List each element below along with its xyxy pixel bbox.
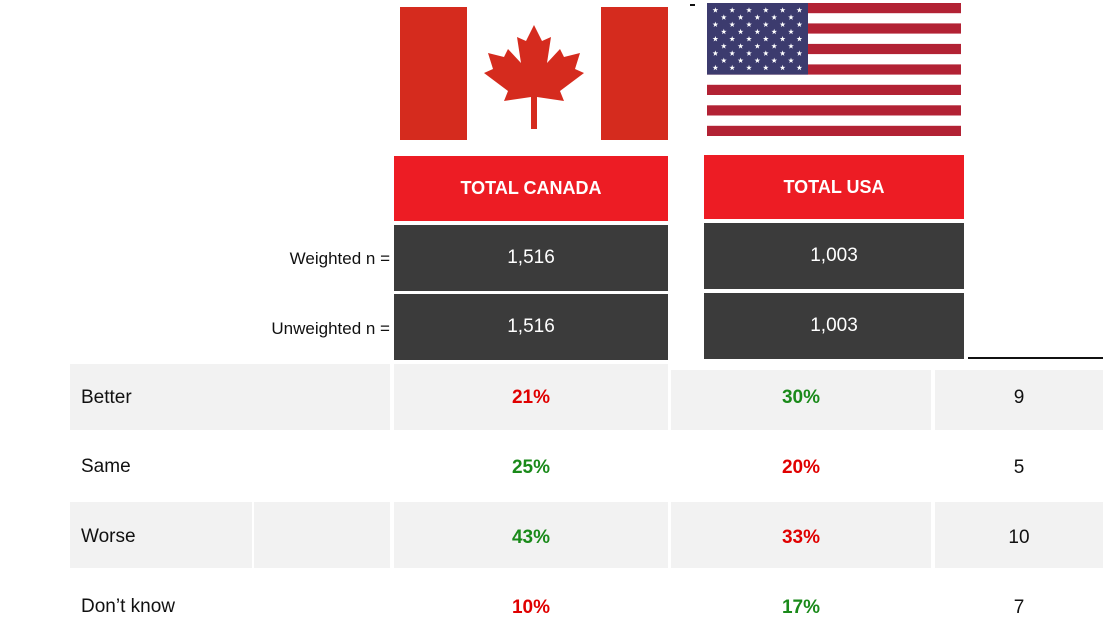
row-label-same: Same: [81, 456, 131, 477]
canada-same-value: 25%: [511, 457, 551, 478]
usa-worse-value: 33%: [781, 527, 821, 548]
usa-same-value: 20%: [781, 457, 821, 478]
divider-line: [968, 357, 1103, 359]
weighted-n-label: Weighted n =: [289, 249, 390, 268]
diff-worse-value: 10: [1008, 527, 1030, 548]
usa-flag-icon: [707, 3, 961, 136]
usa-dont-know-value: 17%: [781, 597, 821, 618]
usa-unweighted-n: 1,003: [704, 293, 964, 359]
column-header-canada: TOTAL CANADA: [394, 156, 668, 221]
row-shade: [394, 364, 668, 430]
diff-dont-know-value: 7: [1013, 597, 1025, 618]
row-shade: [70, 364, 390, 430]
row-label-worse: Worse: [81, 526, 136, 547]
diff-better-value: 9: [1013, 387, 1025, 408]
canada-dont-know-value: 10%: [511, 597, 551, 618]
diff-same-value: 5: [1013, 457, 1025, 478]
row-shade: [671, 502, 931, 568]
canada-weighted-n: 1,516: [394, 225, 668, 291]
unweighted-n-label: Unweighted n =: [271, 319, 390, 338]
divider-line: [690, 4, 695, 6]
canada-worse-value: 43%: [511, 527, 551, 548]
row-shade: [70, 502, 252, 568]
row-shade: [935, 370, 1103, 430]
row-shade: [394, 502, 668, 568]
canada-better-value: 21%: [511, 387, 551, 408]
row-shade: [935, 502, 1103, 568]
canada-unweighted-n: 1,516: [394, 294, 668, 360]
row-shade: [671, 370, 931, 430]
row-shade: [254, 502, 390, 568]
usa-better-value: 30%: [781, 387, 821, 408]
column-header-usa: TOTAL USA: [704, 155, 964, 219]
row-label-better: Better: [81, 387, 132, 408]
canada-flag-icon: [400, 7, 668, 140]
usa-weighted-n: 1,003: [704, 223, 964, 289]
row-label-dont-know: Don’t know: [81, 596, 175, 617]
